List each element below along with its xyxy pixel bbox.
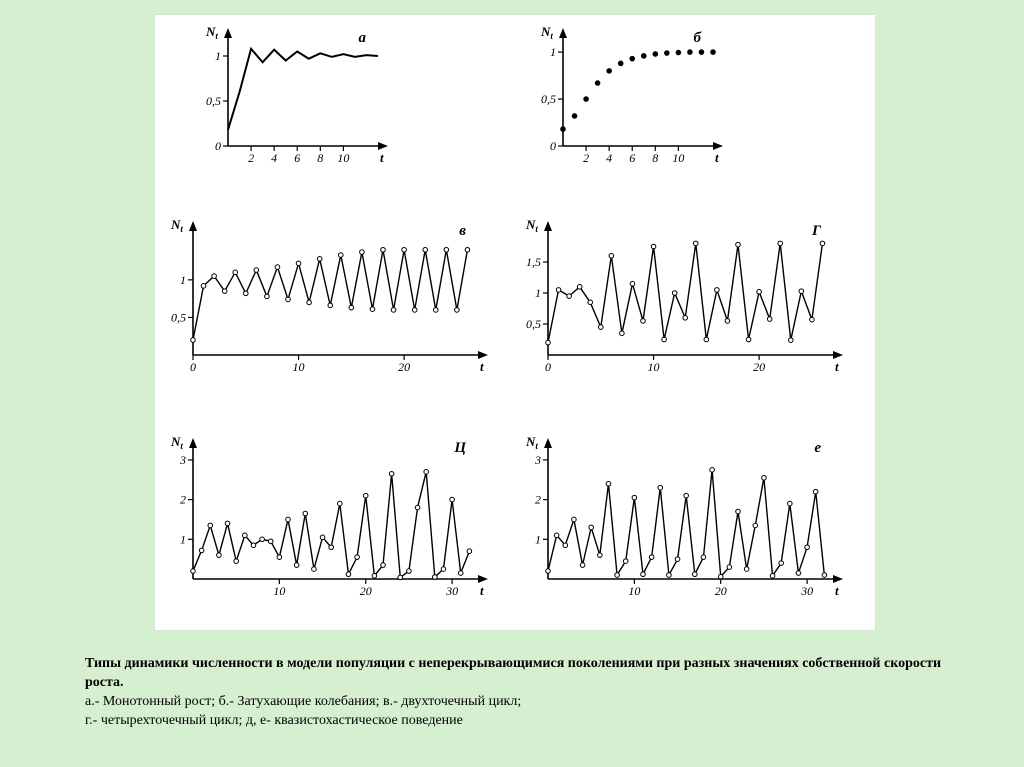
svg-text:Nt: Nt xyxy=(170,217,183,234)
svg-text:6: 6 xyxy=(629,151,635,165)
svg-text:8: 8 xyxy=(652,151,658,165)
svg-text:1,5: 1,5 xyxy=(526,255,541,269)
svg-text:Nt: Nt xyxy=(540,24,553,41)
svg-text:t: t xyxy=(835,583,839,598)
svg-text:в: в xyxy=(459,223,466,239)
svg-text:20: 20 xyxy=(398,360,410,374)
svg-text:Nt: Nt xyxy=(205,24,218,41)
svg-text:2: 2 xyxy=(248,151,254,165)
svg-text:4: 4 xyxy=(606,151,612,165)
svg-text:0,5: 0,5 xyxy=(206,94,221,108)
svg-text:е: е xyxy=(814,440,821,456)
svg-text:10: 10 xyxy=(628,584,640,598)
svg-text:0: 0 xyxy=(545,360,551,374)
svg-text:10: 10 xyxy=(648,360,660,374)
slide-root: 00,51246810Nttа00,51246810Nttб0,5101020N… xyxy=(0,0,1024,767)
caption-line-1: а.- Монотонный рост; б.- Затухающие коле… xyxy=(85,694,521,709)
svg-text:t: t xyxy=(715,150,719,165)
svg-text:30: 30 xyxy=(800,584,813,598)
svg-text:1: 1 xyxy=(215,49,221,63)
svg-text:1: 1 xyxy=(550,45,556,59)
svg-text:20: 20 xyxy=(715,584,727,598)
svg-text:Nt: Nt xyxy=(525,217,538,234)
svg-text:0,5: 0,5 xyxy=(541,92,556,106)
svg-text:10: 10 xyxy=(337,151,349,165)
svg-text:20: 20 xyxy=(753,360,765,374)
charts-svg: 00,51246810Nttа00,51246810Nttб0,5101020N… xyxy=(155,15,875,630)
svg-text:10: 10 xyxy=(672,151,684,165)
svg-text:t: t xyxy=(480,583,484,598)
svg-text:6: 6 xyxy=(294,151,300,165)
svg-text:Nt: Nt xyxy=(525,434,538,451)
svg-text:8: 8 xyxy=(317,151,323,165)
svg-text:б: б xyxy=(694,30,702,46)
svg-text:2: 2 xyxy=(180,493,186,507)
svg-text:t: t xyxy=(480,359,484,374)
svg-text:Nt: Nt xyxy=(170,434,183,451)
svg-text:t: t xyxy=(380,150,384,165)
svg-text:1: 1 xyxy=(180,273,186,287)
svg-text:3: 3 xyxy=(179,453,186,467)
svg-text:0: 0 xyxy=(550,139,556,153)
svg-text:30: 30 xyxy=(445,584,458,598)
svg-text:10: 10 xyxy=(293,360,305,374)
svg-text:20: 20 xyxy=(360,584,372,598)
figure-area: 00,51246810Nttа00,51246810Nttб0,5101020N… xyxy=(155,15,875,630)
svg-text:3: 3 xyxy=(534,453,541,467)
caption-title-1: Типы динамики численности в модели попул… xyxy=(85,656,653,671)
svg-text:4: 4 xyxy=(271,151,277,165)
caption-block: Типы динамики численности в модели попул… xyxy=(85,655,945,731)
svg-text:1: 1 xyxy=(180,532,186,546)
svg-text:0: 0 xyxy=(190,360,196,374)
svg-text:0,5: 0,5 xyxy=(526,317,541,331)
svg-text:Г: Г xyxy=(811,223,822,239)
svg-text:Ц: Ц xyxy=(453,440,467,456)
svg-text:1: 1 xyxy=(535,286,541,300)
svg-text:1: 1 xyxy=(535,532,541,546)
svg-text:2: 2 xyxy=(535,493,541,507)
svg-text:t: t xyxy=(835,359,839,374)
caption-line-2: г.- четырехточечный цикл; д, е- квазисто… xyxy=(85,713,463,728)
svg-text:0: 0 xyxy=(215,139,221,153)
svg-text:0,5: 0,5 xyxy=(171,310,186,324)
svg-text:2: 2 xyxy=(583,151,589,165)
svg-text:10: 10 xyxy=(273,584,285,598)
svg-text:а: а xyxy=(359,30,367,46)
